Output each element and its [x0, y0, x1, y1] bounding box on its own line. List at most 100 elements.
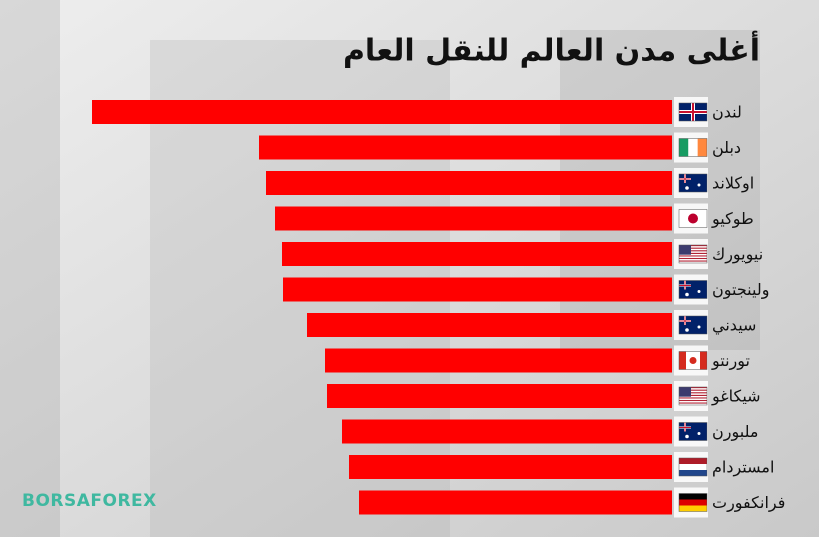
flag-part [679, 387, 707, 389]
bar [275, 206, 672, 231]
bar [259, 135, 672, 160]
flag-part [697, 138, 707, 157]
flag-part [679, 397, 707, 399]
flag-part [688, 138, 698, 157]
bar [92, 100, 672, 124]
flag-part [679, 403, 707, 405]
flag [678, 315, 708, 335]
flag-border [678, 280, 708, 299]
flag-part [679, 388, 707, 390]
flag-part [679, 401, 707, 403]
flag-part [684, 422, 686, 432]
flag-part [697, 183, 701, 187]
flag-part [679, 394, 707, 396]
flag-border [678, 457, 708, 477]
flag-part [679, 393, 707, 395]
flag-border [678, 173, 708, 193]
flag-part [697, 432, 701, 435]
flag-part [689, 357, 697, 364]
flag-part [684, 174, 686, 183]
flag-part [692, 103, 694, 121]
flag-part [679, 261, 707, 263]
flag-part [679, 260, 707, 262]
y-tick-label: اوكلاند [712, 174, 754, 194]
flag-part [679, 245, 691, 255]
y-tick-label: دبلن [712, 138, 741, 158]
bar [325, 348, 672, 373]
flag-part [679, 316, 707, 334]
flag-part [679, 351, 686, 370]
bar [359, 490, 672, 515]
flag-border [678, 315, 708, 335]
flag-part [679, 245, 707, 247]
y-tick-label: فرانكفورت [712, 493, 785, 513]
flag-part [685, 328, 689, 332]
chart-title: أغلى مدن العالم للنقل العام [343, 31, 760, 69]
flag-border [678, 209, 708, 228]
flag-part [679, 246, 707, 248]
flag-part [679, 398, 707, 400]
flag-part [700, 351, 707, 370]
bar [282, 242, 672, 266]
y-tick-label: ملبورن [712, 422, 758, 442]
flag [678, 457, 708, 477]
flag-part [697, 290, 701, 293]
flag-part [679, 255, 707, 257]
flag-part [679, 389, 707, 391]
y-tick-label: امستردام [712, 458, 774, 478]
y-tick-label: نيويورك [712, 245, 763, 265]
y-tick-label: سيدني [712, 316, 756, 336]
flag-part [679, 259, 707, 261]
flag [678, 102, 708, 122]
flag-part [679, 256, 707, 258]
flag-border [678, 351, 708, 370]
flag-part [679, 138, 689, 157]
bar [342, 419, 672, 444]
flag-part [679, 254, 707, 256]
flag [678, 280, 708, 299]
flag-border [678, 386, 708, 406]
flag-part [679, 470, 707, 476]
flag-part [679, 280, 707, 299]
flag-part [679, 458, 707, 464]
flag-part [679, 251, 707, 253]
flag [678, 173, 708, 193]
flag-part [684, 280, 686, 290]
bar [283, 277, 672, 302]
flag [678, 138, 708, 157]
flag [678, 244, 708, 264]
y-tick-label: لندن [712, 103, 742, 122]
flag-part [679, 390, 707, 393]
flag [678, 386, 708, 406]
flag-part [679, 422, 707, 441]
logo: BORSAFOREX [22, 491, 157, 511]
flag-part [679, 464, 707, 470]
flag-part [679, 396, 707, 398]
flag-border [678, 422, 708, 441]
y-tick-label: طوكيو [711, 209, 754, 229]
y-tick-label: ولينجتون [712, 280, 769, 300]
flag-part [685, 434, 689, 439]
flag-part [679, 387, 691, 397]
flag-part [679, 499, 707, 506]
flag-part [697, 325, 701, 329]
bar [327, 384, 672, 408]
flag-part [679, 399, 707, 402]
flag-part [679, 250, 707, 252]
flag [678, 422, 708, 441]
flag-border [678, 493, 708, 512]
flag-part [684, 316, 686, 325]
flag [678, 351, 708, 370]
bar [349, 455, 672, 479]
flag-part [679, 252, 707, 254]
flag-border [678, 244, 708, 264]
y-tick-label: تورنتو [711, 351, 750, 371]
bar [266, 171, 672, 195]
flag-part [679, 392, 707, 394]
flag-part [679, 402, 707, 404]
y-tick-label: شيكاغو [711, 387, 761, 407]
flag-part [685, 186, 689, 190]
flag-part [679, 505, 707, 512]
flag-part [688, 213, 698, 224]
